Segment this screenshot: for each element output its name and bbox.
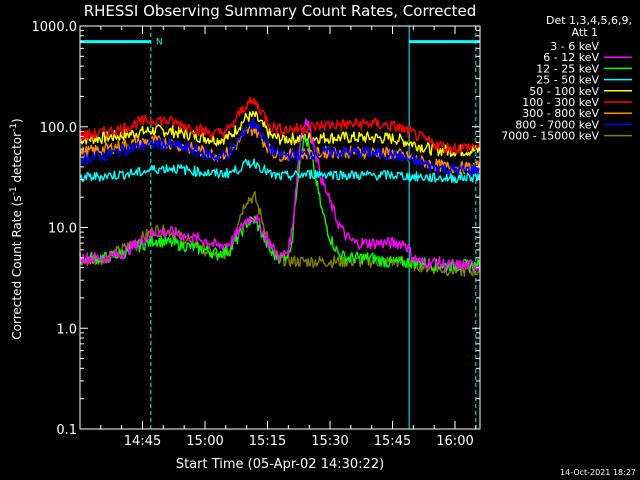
series-line-5: [79, 96, 481, 154]
y-tick-label-0: 0.1: [56, 423, 77, 438]
legend-label-8: 7000 - 15000 keV: [501, 130, 599, 143]
y-axis-label-exp-2: -1: [9, 123, 19, 132]
data-layer: N: [79, 26, 481, 429]
y-axis-ticks: 0.1 1.0 10.0 100.0 1000.0: [32, 20, 480, 438]
x-tick-label-4: 15:45: [374, 434, 411, 449]
legend-label-7: 800 - 7000 keV: [515, 118, 599, 131]
x-tick-label-1: 15:00: [186, 434, 223, 449]
y-axis-label-end: ): [10, 118, 24, 123]
legend-label-1: 6 - 12 keV: [543, 51, 599, 64]
legend-label-2: 12 - 25 keV: [536, 62, 599, 75]
legend-header-attenuator: Att 1: [572, 26, 598, 39]
generation-timestamp: 14-Oct-2021 18:27: [560, 468, 636, 477]
legend-label-5: 100 - 300 keV: [522, 96, 599, 109]
flag-label: N: [156, 38, 163, 48]
y-axis-label-mid: detector: [10, 132, 24, 187]
y-axis-label: Corrected Count Rate (s-1 detector-1): [9, 118, 24, 339]
x-axis-label: Start Time (05-Apr-02 14:30:22): [176, 457, 384, 472]
series-line-0: [80, 261, 380, 334]
series-line-1: [79, 118, 481, 272]
legend-label-0: 3 - 6 keV: [550, 40, 599, 53]
legend-label-3: 25 - 50 keV: [536, 74, 599, 87]
series-line-2: [79, 134, 481, 272]
y-axis-label-exp-1: -1: [9, 186, 19, 195]
chart-title: RHESSI Observing Summary Count Rates, Co…: [84, 2, 477, 20]
legend-header-detectors: Det 1,3,4,5,6,9,: [546, 14, 632, 27]
y-axis-label-main: Corrected Count Rate (s: [10, 195, 24, 339]
x-tick-label-3: 15:30: [311, 434, 348, 449]
series-line-7: [79, 117, 481, 176]
legend-label-4: 50 - 100 keV: [529, 85, 599, 98]
series-line-3: [79, 158, 481, 184]
y-tick-label-2: 10.0: [48, 222, 77, 237]
y-tick-label-1: 1.0: [56, 322, 77, 337]
y-tick-label-4: 1000.0: [32, 20, 78, 35]
x-tick-label-0: 14:45: [124, 434, 161, 449]
x-tick-label-5: 16:00: [436, 434, 473, 449]
series-line-4: [79, 110, 481, 158]
y-tick-label-3: 100.0: [40, 121, 77, 136]
x-tick-label-2: 15:15: [249, 434, 286, 449]
x-axis-ticks: 14:45 15:00 15:15 15:30 15:45 16:00: [100, 26, 477, 449]
legend-label-6: 300 - 800 keV: [522, 107, 599, 120]
